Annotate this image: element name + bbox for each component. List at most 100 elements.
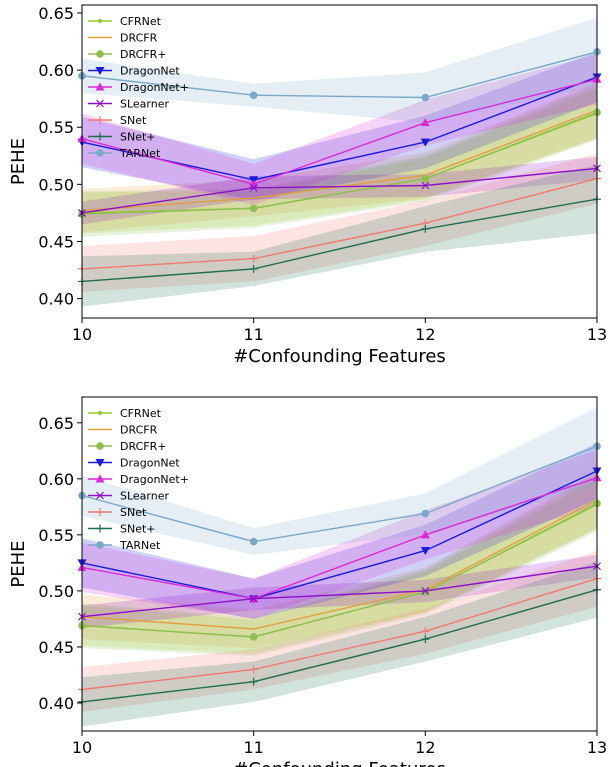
x-tick-label: 11 (243, 738, 263, 757)
slearner-point (249, 594, 258, 603)
x-tick-label: 13 (587, 325, 607, 344)
legend-label-dragonnet: DragonNet (120, 457, 180, 470)
tarnet-point (421, 509, 430, 518)
y-axis-label: PEHE (8, 540, 29, 587)
snet-point (249, 665, 258, 674)
drcfr-plus-point (421, 174, 430, 183)
line-slearner (81, 167, 598, 214)
y-tick-label: 0.55 (38, 526, 74, 545)
legend-label-snet: SNet (120, 506, 147, 519)
y-tick-label: 0.50 (38, 175, 74, 194)
legend-dragonnet-plus-point (95, 474, 105, 483)
x-tick-label: 11 (243, 325, 263, 344)
legend-label-tarnet: TARNet (119, 539, 161, 552)
legend-label-slearner: SLearner (120, 490, 169, 503)
band-snet-plus (82, 561, 597, 727)
line-drcfr (81, 499, 598, 630)
legend-tarnet-point (96, 149, 104, 157)
x-tick-label: 10 (72, 738, 92, 757)
slearner-point (249, 183, 258, 192)
x-axis-label: #Confounding Features (233, 346, 446, 367)
band-dragonnet-plus (82, 54, 597, 205)
legend-slearner-point (96, 99, 104, 108)
legend-label-dragonnet-plus: DragonNet+ (120, 473, 189, 486)
axes-frame (81, 4, 598, 319)
y-tick-label: 0.60 (38, 61, 74, 80)
line-tarnet (81, 445, 598, 543)
snet-plus-point (249, 264, 258, 273)
legend-label-snet-plus: SNet+ (120, 131, 156, 144)
y-tick-label: 0.40 (38, 290, 74, 309)
band-cfrnet (82, 479, 597, 654)
x-tick-label: 12 (415, 325, 435, 344)
band-drcfr-plus (82, 85, 597, 237)
drcfr-plus-point (249, 204, 258, 213)
tarnet-point (249, 91, 258, 100)
dragonnet-plus-point (420, 118, 430, 127)
slearner-point (421, 181, 430, 190)
band-tarnet (82, 17, 597, 123)
snet-point (421, 627, 430, 636)
snet-point (249, 254, 258, 263)
y-tick-label: 0.65 (38, 4, 74, 23)
line-tarnet (81, 51, 598, 99)
line-snet-plus (81, 589, 598, 703)
legend-label-drcfr-plus: DRCFR+ (120, 48, 166, 61)
snet-plus-point (249, 677, 258, 686)
slearner-point (421, 586, 430, 595)
band-slearner (82, 555, 597, 628)
band-drcfr (82, 82, 597, 233)
legend-label-cfrnet: CFRNet (120, 15, 162, 28)
legend-label-drcfr: DRCFR (120, 424, 158, 437)
x-tick-label: 10 (72, 325, 92, 344)
legend-label-tarnet: TARNet (119, 147, 161, 160)
legend: CFRNet DRCFR DRCFR+ DragonNet DragonNet+ SLea… (88, 15, 189, 160)
y-tick-label: 0.50 (38, 582, 74, 601)
band-snet (82, 153, 597, 292)
legend-label-dragonnet-plus: DragonNet+ (120, 81, 189, 94)
legend-snet-point (96, 116, 104, 124)
y-axis-label: PEHE (8, 138, 29, 185)
legend-cfrnet-point (97, 18, 103, 24)
legend-dragonnet-point (95, 67, 105, 75)
line-dragonnet-plus (81, 477, 598, 600)
legend-dragonnet-plus-point (95, 82, 105, 91)
snet-plus-point (421, 635, 430, 644)
band-tarnet (82, 407, 597, 555)
axes-frame (81, 396, 598, 732)
band-dragonnet (82, 51, 597, 201)
y-tick-label: 0.55 (38, 118, 74, 137)
band-dragonnet-plus (82, 449, 597, 619)
legend-tarnet-point (96, 541, 104, 549)
line-slearner (81, 565, 598, 618)
chart-panel-1: 0.40 0.45 0.50 0.55 0.60 0.65 10 11 12 13 #Confoun… (8, 4, 607, 367)
tarnet-point (421, 93, 430, 102)
drcfr-plus-point (421, 588, 430, 596)
y-tick-label: 0.45 (38, 232, 74, 251)
band-snet (82, 550, 597, 712)
line-drcfr-plus (81, 502, 598, 638)
legend-cfrnet-point (97, 410, 103, 416)
legend-label-snet-plus: SNet+ (120, 523, 156, 536)
legend-label-drcfr: DRCFR (120, 32, 158, 45)
y-tick-label: 0.45 (38, 638, 74, 657)
dragonnet-plus-point (420, 530, 430, 539)
legend-slearner-point (96, 491, 104, 500)
legend-label-snet: SNet (120, 114, 147, 127)
legend-dragonnet-point (95, 459, 105, 467)
legend-drcfr-plus-point (96, 50, 104, 58)
line-snet-plus (81, 198, 598, 283)
legend-label-cfrnet: CFRNet (120, 407, 162, 420)
chart-panel-2: 0.40 0.45 0.50 0.55 0.60 0.65 10 11 12 13 #Confoun… (8, 396, 607, 767)
legend-label-slearner: SLearner (120, 98, 169, 111)
band-drcfr (82, 472, 597, 649)
legend-snet-plus-point (96, 524, 104, 533)
legend-label-dragonnet: DragonNet (120, 65, 180, 78)
line-dragonnet (81, 470, 598, 600)
band-cfrnet (82, 88, 597, 234)
x-axis-label: #Confounding Features (233, 759, 446, 767)
band-snet-plus (82, 164, 597, 307)
line-dragonnet-plus (81, 78, 598, 186)
y-tick-label: 0.60 (38, 470, 74, 489)
